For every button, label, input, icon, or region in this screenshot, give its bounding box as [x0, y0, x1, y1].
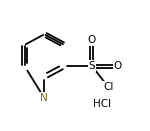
Text: HCl: HCl [93, 99, 111, 109]
Text: Cl: Cl [103, 82, 113, 92]
Text: N: N [40, 93, 48, 103]
Text: O: O [113, 61, 122, 71]
Text: S: S [89, 61, 95, 71]
Text: O: O [88, 35, 96, 45]
